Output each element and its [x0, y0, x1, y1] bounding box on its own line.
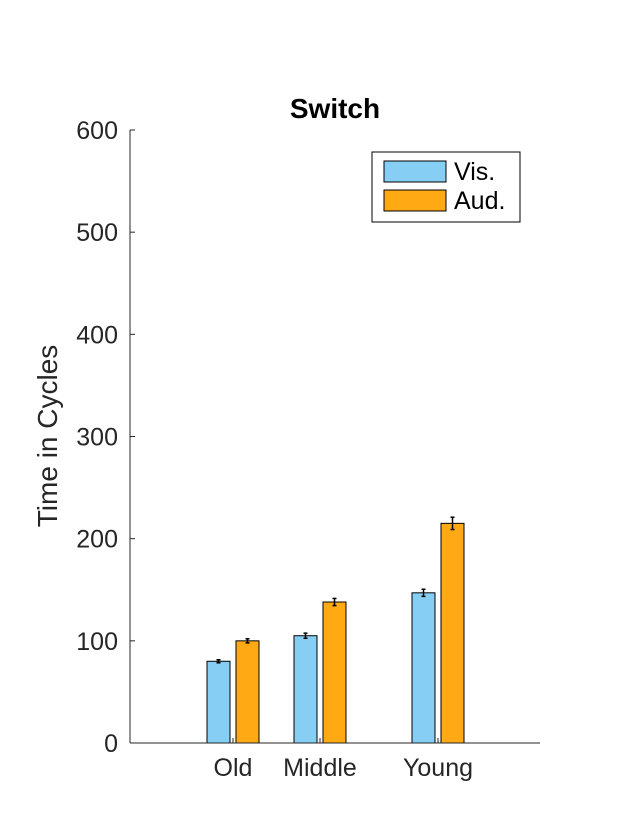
bar-aud-young: [440, 522, 465, 744]
error-bar-aud-old: [245, 638, 250, 644]
y-tick-label: 600: [76, 117, 118, 145]
legend-label-vis: Vis.: [454, 158, 495, 186]
x-tick-label-young: Young: [403, 754, 473, 782]
y-tick-label: 400: [76, 321, 118, 349]
x-tick-label-old: Old: [214, 754, 253, 782]
error-bar-vis-young: [421, 588, 426, 598]
error-bar-aud-young: [450, 516, 455, 531]
y-axis-label: Time in Cycles: [32, 345, 63, 528]
error-bar-aud-middle: [332, 597, 337, 607]
y-tick-label: 200: [76, 526, 118, 554]
legend-swatch-vis: [383, 160, 447, 183]
bar-aud-old: [235, 640, 260, 744]
y-tick-label: 500: [76, 219, 118, 247]
bar-vis-young: [411, 592, 436, 744]
bar-aud-middle: [322, 601, 347, 744]
x-tick-label-middle: Middle: [283, 754, 357, 782]
y-tick-label: 300: [76, 424, 118, 452]
legend: Vis.Aud.: [371, 151, 521, 223]
bar-vis-middle: [293, 635, 318, 744]
legend-swatch-aud: [383, 189, 447, 212]
y-tick-label: 0: [104, 730, 118, 758]
axes-group: 0 100 200 300 400 500 600 Old Middle Young: [76, 117, 540, 782]
bar-vis-old: [206, 660, 231, 744]
bars-group: [206, 516, 465, 744]
error-bar-vis-middle: [303, 632, 308, 640]
error-bar-vis-old: [216, 658, 221, 664]
chart-title: Switch: [290, 93, 380, 124]
legend-label-aud: Aud.: [454, 187, 505, 215]
y-tick-label: 100: [76, 628, 118, 656]
